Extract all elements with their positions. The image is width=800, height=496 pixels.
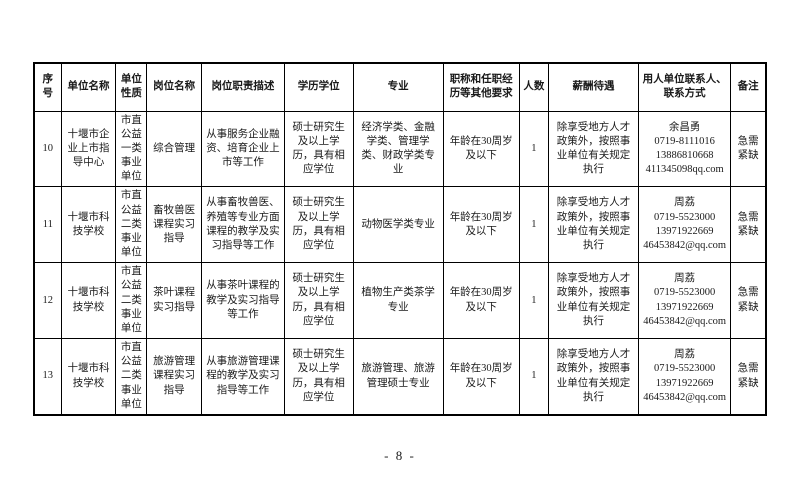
table-row: 11 十堰市科技学校 市直公益二类事业单位 畜牧兽医课程实习指导 从事畜牧兽医、… — [33, 186, 767, 264]
cell-salary: 除享受地方人才政策外，按照事业单位有关规定执行 — [548, 338, 640, 416]
cell-unit: 十堰市科技学校 — [60, 338, 117, 416]
cell-major: 动物医学类专业 — [352, 186, 444, 264]
header-note: 备注 — [730, 62, 767, 112]
cell-position: 畜牧兽医课程实习指导 — [146, 186, 203, 264]
cell-nature: 市直公益二类事业单位 — [115, 262, 148, 340]
cell-note: 急需紧缺 — [730, 262, 767, 340]
cell-contact: 周荔 0719-5523000 13971922669 46453842@qq.… — [638, 338, 732, 416]
cell-no: 13 — [33, 338, 62, 416]
cell-requirement: 年龄在30周岁及以下 — [442, 338, 520, 416]
cell-duty: 从事茶叶课程的教学及实习指导等工作 — [201, 262, 285, 340]
header-degree: 学历学位 — [283, 62, 354, 112]
cell-degree: 硕士研究生及以上学历，具有相应学位 — [283, 338, 354, 416]
cell-no: 10 — [33, 110, 62, 188]
cell-position: 综合管理 — [146, 110, 203, 188]
cell-no: 11 — [33, 186, 62, 264]
cell-position: 茶叶课程实习指导 — [146, 262, 203, 340]
cell-nature: 市直公益二类事业单位 — [115, 338, 148, 416]
header-count: 人数 — [518, 62, 550, 112]
header-duty: 岗位职责描述 — [201, 62, 285, 112]
table-row: 10 十堰市企业上市指导中心 市直公益一类事业单位 综合管理 从事服务企业融资、… — [33, 110, 767, 188]
header-requirement: 职称和任职经历等其他要求 — [442, 62, 520, 112]
cell-note: 急需紧缺 — [730, 186, 767, 264]
cell-requirement: 年龄在30周岁及以下 — [442, 110, 520, 188]
cell-note: 急需紧缺 — [730, 338, 767, 416]
header-no: 序号 — [33, 62, 62, 112]
cell-note: 急需紧缺 — [730, 110, 767, 188]
cell-degree: 硕士研究生及以上学历，具有相应学位 — [283, 186, 354, 264]
header-unit: 单位名称 — [60, 62, 117, 112]
cell-major: 经济学类、金融学类、管理学类、财政学类专业 — [352, 110, 444, 188]
header-salary: 薪酬待遇 — [548, 62, 640, 112]
cell-duty: 从事旅游管理课程的教学及实习指导等工作 — [201, 338, 285, 416]
cell-position: 旅游管理课程实习指导 — [146, 338, 203, 416]
cell-count: 1 — [518, 262, 550, 340]
table-row: 12 十堰市科技学校 市直公益二类事业单位 茶叶课程实习指导 从事茶叶课程的教学… — [33, 262, 767, 340]
cell-contact: 周荔 0719-5523000 13971922669 46453842@qq.… — [638, 186, 732, 264]
cell-count: 1 — [518, 110, 550, 188]
cell-salary: 除享受地方人才政策外，按照事业单位有关规定执行 — [548, 262, 640, 340]
header-contact: 用人单位联系人、联系方式 — [638, 62, 732, 112]
cell-salary: 除享受地方人才政策外，按照事业单位有关规定执行 — [548, 186, 640, 264]
cell-degree: 硕士研究生及以上学历，具有相应学位 — [283, 262, 354, 340]
cell-salary: 除享受地方人才政策外，按照事业单位有关规定执行 — [548, 110, 640, 188]
cell-requirement: 年龄在30周岁及以下 — [442, 186, 520, 264]
cell-contact: 周荔 0719-5523000 13971922669 46453842@qq.… — [638, 262, 732, 340]
header-major: 专业 — [352, 62, 444, 112]
cell-unit: 十堰市企业上市指导中心 — [60, 110, 117, 188]
header-position: 岗位名称 — [146, 62, 203, 112]
cell-count: 1 — [518, 186, 550, 264]
header-nature: 单位性质 — [115, 62, 148, 112]
cell-nature: 市直公益二类事业单位 — [115, 186, 148, 264]
cell-duty: 从事服务企业融资、培育企业上市等工作 — [201, 110, 285, 188]
cell-unit: 十堰市科技学校 — [60, 186, 117, 264]
page-number: - 8 - — [384, 448, 416, 463]
cell-contact: 余昌勇 0719-8111016 13886810668 411345098qq… — [638, 110, 732, 188]
cell-count: 1 — [518, 338, 550, 416]
table-header-row: 序号 单位名称 单位性质 岗位名称 岗位职责描述 学历学位 专业 职称和任职经历… — [33, 62, 767, 112]
cell-no: 12 — [33, 262, 62, 340]
recruitment-table: 序号 单位名称 单位性质 岗位名称 岗位职责描述 学历学位 专业 职称和任职经历… — [33, 62, 767, 416]
cell-duty: 从事畜牧兽医、养殖等专业方面课程的教学及实习指导等工作 — [201, 186, 285, 264]
cell-major: 植物生产类茶学专业 — [352, 262, 444, 340]
cell-requirement: 年龄在30周岁及以下 — [442, 262, 520, 340]
cell-unit: 十堰市科技学校 — [60, 262, 117, 340]
cell-nature: 市直公益一类事业单位 — [115, 110, 148, 188]
cell-major: 旅游管理、旅游管理硕士专业 — [352, 338, 444, 416]
cell-degree: 硕士研究生及以上学历，具有相应学位 — [283, 110, 354, 188]
table-row: 13 十堰市科技学校 市直公益二类事业单位 旅游管理课程实习指导 从事旅游管理课… — [33, 338, 767, 416]
